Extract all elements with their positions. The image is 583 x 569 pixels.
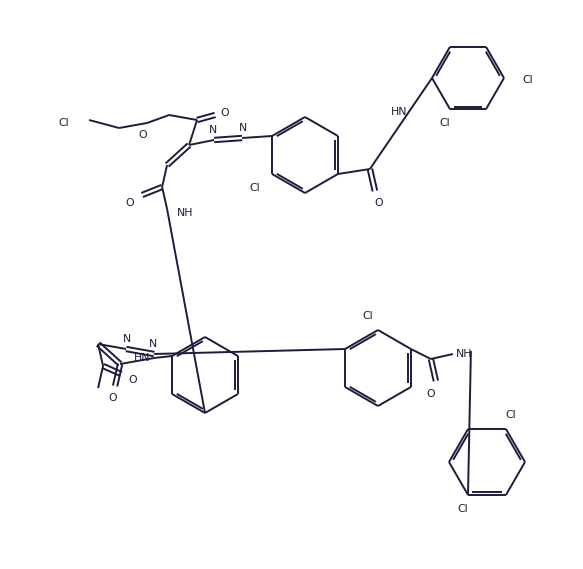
Text: HN: HN [134,353,150,363]
Text: HN: HN [391,106,407,117]
Text: O: O [427,389,436,399]
Text: Cl: Cl [250,183,260,193]
Text: N: N [123,334,131,344]
Text: Cl: Cl [505,410,517,420]
Text: Cl: Cl [458,504,468,514]
Text: NH: NH [456,349,472,359]
Text: Cl: Cl [440,118,450,128]
Text: O: O [109,393,117,403]
Text: O: O [221,108,229,118]
Text: N: N [149,339,157,349]
Text: O: O [139,130,147,140]
Text: NH: NH [177,208,194,218]
Text: Cl: Cl [363,311,373,321]
Text: Cl: Cl [522,75,533,85]
Text: O: O [126,198,135,208]
Text: O: O [375,198,383,208]
Text: N: N [239,123,247,133]
Text: O: O [129,375,138,385]
Text: N: N [209,125,217,135]
Text: Cl: Cl [58,118,69,128]
